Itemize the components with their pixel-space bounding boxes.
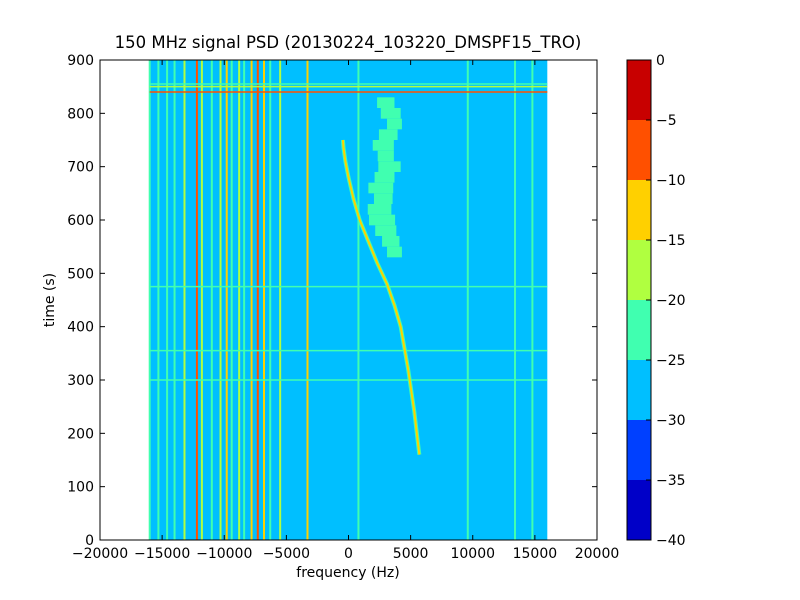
colorbar-tick-label: 0 — [656, 53, 665, 69]
doppler-track — [341, 139, 421, 455]
y-tick-label: 500 — [67, 266, 94, 282]
x-tick-label: −20000 — [72, 546, 128, 562]
colorbar-segment — [627, 180, 651, 240]
psd-cluster-cell — [374, 172, 395, 183]
x-axis-ticks: −20000 −15000 −10000 −5000 0 5000 10000 15000 20… — [72, 60, 619, 562]
x-tick-label: −10000 — [196, 546, 252, 562]
x-tick-label: −5000 — [263, 546, 310, 562]
colorbar-tick-label: −40 — [656, 533, 686, 549]
psd-cluster-cell — [378, 161, 401, 172]
colorbar-tick-label: −15 — [656, 233, 686, 249]
colorbar-segment — [627, 420, 651, 480]
psd-cluster-cell — [380, 108, 401, 119]
y-tick-label: 700 — [67, 160, 94, 176]
psd-cluster-cell — [369, 214, 396, 226]
psd-cluster-cell — [377, 150, 394, 162]
colorbar-segment — [627, 300, 651, 360]
y-tick-label: 900 — [67, 53, 94, 69]
x-tick-label: 20000 — [575, 546, 620, 562]
x-tick-label: 0 — [344, 546, 353, 562]
psd-cluster-cell — [367, 204, 392, 215]
colorbar-tick-label: −10 — [656, 173, 686, 189]
y-axis-ticks: 0 100 200 300 400 500 600 700 800 900 — [67, 53, 597, 549]
y-tick-label: 600 — [67, 213, 94, 229]
heatmap-layer — [148, 60, 548, 540]
colorbar-tick-label: −35 — [656, 473, 686, 489]
colorbar-tick-label: −30 — [656, 413, 686, 429]
colorbar-segment — [627, 360, 651, 420]
psd-cluster-cell — [368, 182, 394, 194]
colorbar: −40 −35 −30 −25 −20 −15 −10 −5 0 — [626, 53, 686, 549]
colorbar-tick-label: −5 — [656, 113, 677, 129]
y-tick-label: 0 — [85, 533, 94, 549]
psd-cluster-cell — [387, 118, 402, 130]
colorbar-segment — [627, 120, 651, 180]
x-tick-label: 10000 — [450, 546, 495, 562]
y-axis-label: time (s) — [42, 273, 58, 327]
plot-area: −20000 −15000 −10000 −5000 0 5000 10000 15000 20… — [67, 53, 619, 562]
psd-cluster-cell — [387, 246, 402, 258]
colorbar-tick-label: −25 — [656, 353, 686, 369]
psd-background — [149, 60, 548, 540]
y-tick-label: 400 — [67, 320, 94, 336]
psd-cluster-cell — [382, 236, 400, 247]
psd-cluster-cell — [377, 97, 395, 108]
y-tick-label: 800 — [67, 106, 94, 122]
x-tick-label: −15000 — [134, 546, 190, 562]
y-tick-label: 100 — [67, 480, 94, 496]
x-tick-label: 15000 — [513, 546, 558, 562]
y-tick-label: 300 — [67, 373, 94, 389]
y-tick-label: 200 — [67, 426, 94, 442]
colorbar-segment — [627, 480, 651, 540]
psd-cluster-cell — [373, 193, 393, 204]
chart-title: 150 MHz signal PSD (20130224_103220_DMSP… — [115, 33, 582, 53]
psd-cluster-cell — [375, 225, 397, 236]
colorbar-tick-label: −20 — [656, 293, 686, 309]
colorbar-segment — [627, 240, 651, 300]
psd-cluster-cell — [378, 129, 398, 140]
psd-cluster-cell — [372, 140, 394, 151]
x-tick-label: 5000 — [393, 546, 429, 562]
x-axis-label: frequency (Hz) — [296, 565, 399, 581]
colorbar-segment — [627, 60, 651, 120]
